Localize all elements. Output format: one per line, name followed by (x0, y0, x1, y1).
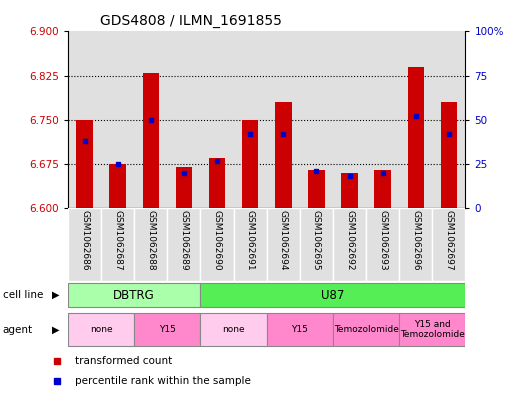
Bar (142, 73, 159, 208)
Text: ▶: ▶ (52, 290, 60, 300)
Text: GSM1062691: GSM1062691 (246, 211, 255, 271)
FancyBboxPatch shape (134, 314, 200, 346)
Bar (242, 120, 258, 208)
Bar (76, 120, 93, 208)
FancyBboxPatch shape (234, 208, 267, 281)
FancyBboxPatch shape (68, 283, 200, 307)
Text: ▶: ▶ (52, 325, 60, 335)
Text: Temozolomide: Temozolomide (334, 325, 399, 334)
Bar (234, 31, 267, 208)
Text: agent: agent (3, 325, 33, 335)
Text: Y15 and
Temozolomide: Y15 and Temozolomide (400, 320, 465, 340)
Bar (308, 170, 325, 208)
Text: GSM1062694: GSM1062694 (279, 211, 288, 271)
Bar (209, 158, 225, 208)
FancyBboxPatch shape (167, 208, 200, 281)
Bar (176, 167, 192, 208)
FancyBboxPatch shape (200, 283, 465, 307)
Text: transformed count: transformed count (74, 356, 172, 367)
FancyBboxPatch shape (101, 208, 134, 281)
Bar (374, 170, 391, 208)
Bar (267, 31, 300, 208)
Text: cell line: cell line (3, 290, 43, 300)
Text: GSM1062696: GSM1062696 (411, 211, 420, 271)
Text: GSM1062689: GSM1062689 (179, 211, 188, 271)
Text: none: none (90, 325, 112, 334)
Text: GSM1062688: GSM1062688 (146, 211, 155, 271)
Bar (333, 31, 366, 208)
FancyBboxPatch shape (399, 314, 465, 346)
Bar (109, 164, 126, 208)
Text: GSM1062692: GSM1062692 (345, 211, 354, 271)
FancyBboxPatch shape (200, 208, 234, 281)
FancyBboxPatch shape (68, 314, 134, 346)
Bar (68, 31, 101, 208)
Text: GSM1062695: GSM1062695 (312, 211, 321, 271)
Bar (200, 31, 234, 208)
Bar (440, 102, 457, 208)
Bar (275, 102, 292, 208)
Bar (366, 31, 399, 208)
FancyBboxPatch shape (200, 314, 267, 346)
Bar (134, 31, 167, 208)
Text: none: none (222, 325, 245, 334)
Text: Y15: Y15 (159, 325, 176, 334)
Bar (399, 31, 433, 208)
FancyBboxPatch shape (267, 208, 300, 281)
FancyBboxPatch shape (366, 208, 399, 281)
FancyBboxPatch shape (267, 314, 333, 346)
Bar (300, 31, 333, 208)
FancyBboxPatch shape (300, 208, 333, 281)
Text: GSM1062687: GSM1062687 (113, 211, 122, 271)
Text: GSM1062693: GSM1062693 (378, 211, 387, 271)
Text: Y15: Y15 (291, 325, 308, 334)
Text: GSM1062690: GSM1062690 (212, 211, 222, 271)
FancyBboxPatch shape (68, 208, 101, 281)
Bar (101, 31, 134, 208)
Text: DBTRG: DBTRG (113, 288, 155, 302)
Text: GSM1062697: GSM1062697 (445, 211, 453, 271)
Bar (407, 67, 424, 208)
Text: percentile rank within the sample: percentile rank within the sample (74, 376, 251, 386)
FancyBboxPatch shape (134, 208, 167, 281)
FancyBboxPatch shape (433, 208, 465, 281)
Text: U87: U87 (321, 288, 345, 302)
FancyBboxPatch shape (333, 208, 366, 281)
Text: GDS4808 / ILMN_1691855: GDS4808 / ILMN_1691855 (100, 14, 282, 28)
FancyBboxPatch shape (333, 314, 399, 346)
Bar (433, 31, 465, 208)
Bar (167, 31, 200, 208)
Bar (341, 173, 358, 208)
Text: GSM1062686: GSM1062686 (80, 211, 89, 271)
FancyBboxPatch shape (399, 208, 433, 281)
